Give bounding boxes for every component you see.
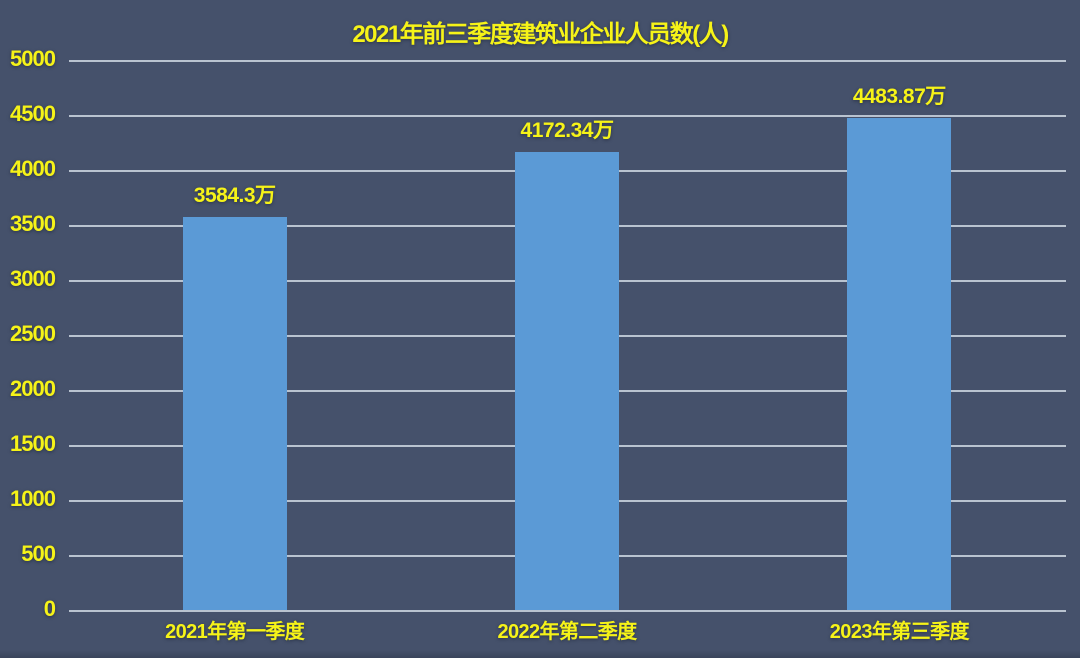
y-axis-tick-label: 1500 bbox=[10, 430, 56, 456]
y-axis-tick-label: 1000 bbox=[10, 485, 56, 511]
y-axis-tick-label: 3500 bbox=[10, 210, 56, 236]
bottom-shade bbox=[0, 650, 1080, 658]
y-axis-tick-label: 4000 bbox=[10, 155, 56, 181]
chart-title: 2021年前三季度建筑业企业人员数(人) bbox=[352, 20, 729, 48]
bar bbox=[515, 151, 619, 611]
bar bbox=[847, 117, 952, 611]
y-axis-tick-label: 5000 bbox=[10, 46, 56, 71]
bar bbox=[182, 216, 287, 611]
y-axis-tick-label: 0 bbox=[43, 595, 56, 621]
y-axis-tick-label: 4500 bbox=[10, 100, 56, 126]
x-axis-category-label: 2021年第一季度 bbox=[165, 621, 305, 643]
x-axis-category-label: 2022年第二季度 bbox=[497, 621, 637, 643]
gridline bbox=[68, 60, 1066, 62]
y-axis-tick-label: 3000 bbox=[10, 265, 56, 291]
bar-value-label: 4483.87万 bbox=[852, 84, 946, 108]
gridline bbox=[68, 114, 1066, 117]
y-axis-tick-label: 2500 bbox=[10, 320, 56, 346]
y-axis-tick-label: 2000 bbox=[10, 375, 56, 401]
bar-value-label: 3584.3万 bbox=[193, 183, 276, 207]
x-axis-line bbox=[68, 609, 1066, 612]
y-axis-tick-label: 500 bbox=[21, 540, 56, 566]
bar-value-label: 4172.34万 bbox=[520, 118, 614, 142]
x-axis-category-label: 2023年第三季度 bbox=[829, 621, 970, 643]
